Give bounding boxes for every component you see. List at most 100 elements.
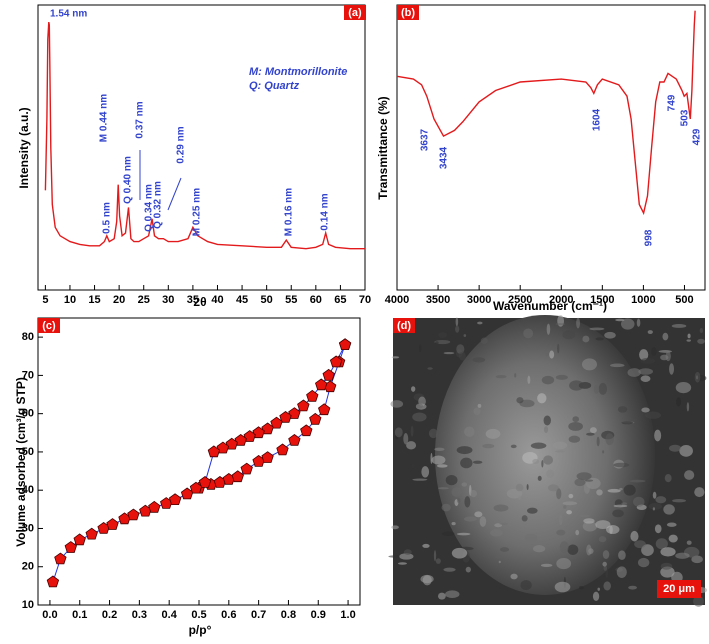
sem-grain — [527, 375, 531, 385]
sem-grain — [451, 522, 456, 526]
sem-grain — [613, 462, 630, 468]
sem-grain — [463, 516, 477, 522]
sem-grain — [637, 557, 650, 568]
sem-grain — [616, 566, 627, 578]
sem-grain — [436, 464, 448, 468]
sem-grain — [555, 323, 566, 326]
sem-grain — [541, 460, 544, 468]
sem-grain — [456, 446, 473, 455]
data-point — [315, 378, 328, 391]
x-tick-label: 25 — [138, 294, 150, 306]
sem-grain — [541, 375, 555, 385]
legend-note: M: Montmorillonite — [249, 66, 347, 78]
x-tick-label: 10 — [64, 294, 76, 306]
sem-grain — [428, 428, 438, 439]
sem-grain — [456, 498, 461, 503]
sem-grain — [477, 403, 482, 408]
sem-grain — [554, 450, 565, 453]
x-tick-label: 2000 — [549, 294, 573, 306]
sem-grain — [498, 560, 501, 564]
y-tick-label: 60 — [22, 408, 34, 420]
panel-label: (d) — [397, 320, 411, 332]
sem-grain — [403, 549, 412, 555]
peak-annotation: 1604 — [592, 108, 603, 131]
data-point — [318, 403, 331, 416]
sem-grain — [630, 530, 639, 542]
x-tick-label: 0.9 — [311, 609, 326, 621]
sem-grain — [569, 380, 584, 391]
sem-grain — [415, 403, 424, 409]
data-point — [300, 424, 313, 437]
peak-annotation: Q 0.40 nm — [123, 156, 134, 204]
sem-grain — [394, 427, 403, 438]
sem-grain — [521, 515, 528, 522]
sem-grain — [640, 357, 656, 364]
sem-grain — [648, 503, 663, 510]
sem-grain — [586, 544, 592, 556]
sem-grain — [537, 475, 542, 481]
sem-grain — [543, 455, 554, 465]
sem-grain — [451, 487, 462, 497]
sem-grain — [668, 534, 678, 543]
sem-grain — [537, 393, 547, 404]
sem-grain — [464, 426, 475, 437]
sem-grain — [684, 470, 695, 480]
sem-grain — [485, 428, 501, 439]
x-tick-label: 1000 — [631, 294, 655, 306]
sem-grain — [526, 507, 538, 514]
sem-grain — [533, 545, 546, 553]
sem-grain — [461, 482, 468, 487]
sem-grain — [686, 402, 690, 412]
sem-grain — [499, 522, 509, 525]
x-tick-label: 60 — [310, 294, 322, 306]
sem-grain — [638, 368, 654, 375]
sem-grain — [666, 522, 677, 527]
sem-grain — [675, 381, 692, 394]
sem-grain — [438, 332, 448, 338]
sem-grain — [490, 529, 503, 537]
sem-grain — [437, 592, 446, 600]
data-point — [309, 412, 322, 425]
sem-grain — [582, 335, 590, 343]
data-point — [106, 518, 119, 530]
sem-grain — [596, 436, 600, 447]
sem-grain — [574, 478, 586, 487]
sem-grain — [613, 504, 628, 508]
peak-annotation: 0.29 nm — [176, 126, 187, 163]
sem-grain — [411, 463, 415, 469]
data-point — [261, 422, 274, 435]
sem-grain — [645, 411, 662, 419]
sem-grain — [694, 487, 705, 498]
sem-grain — [628, 585, 637, 590]
sem-grain — [654, 429, 662, 442]
sem-grain — [623, 484, 636, 496]
x-tick-label: 3000 — [467, 294, 491, 306]
y-tick-label: 70 — [22, 369, 34, 381]
sem-grain — [694, 371, 701, 383]
y-tick-label: 30 — [22, 522, 34, 534]
sem-grain — [603, 581, 611, 591]
sem-grain — [566, 510, 572, 515]
sem-grain — [506, 488, 523, 499]
sem-grain — [629, 479, 646, 483]
panel-label-box — [397, 5, 419, 20]
data-point — [64, 541, 77, 553]
sem-grain — [465, 566, 471, 573]
sem-grain — [546, 323, 551, 335]
sem-grain — [576, 317, 580, 329]
sem-grain — [422, 543, 430, 548]
sem-grain — [391, 356, 400, 359]
data-point — [216, 441, 230, 454]
panel-label: (b) — [401, 7, 415, 19]
sem-grain — [562, 330, 576, 340]
sem-grain — [543, 415, 551, 426]
sem-grain — [636, 318, 641, 327]
data-point — [288, 434, 301, 446]
sem-grain — [455, 325, 460, 333]
data-point — [297, 399, 310, 412]
sem-grain — [495, 375, 507, 379]
sem-grain — [549, 350, 555, 359]
plot-frame — [37, 317, 361, 606]
sem-grain — [431, 455, 446, 465]
panel-label: (a) — [348, 7, 362, 19]
